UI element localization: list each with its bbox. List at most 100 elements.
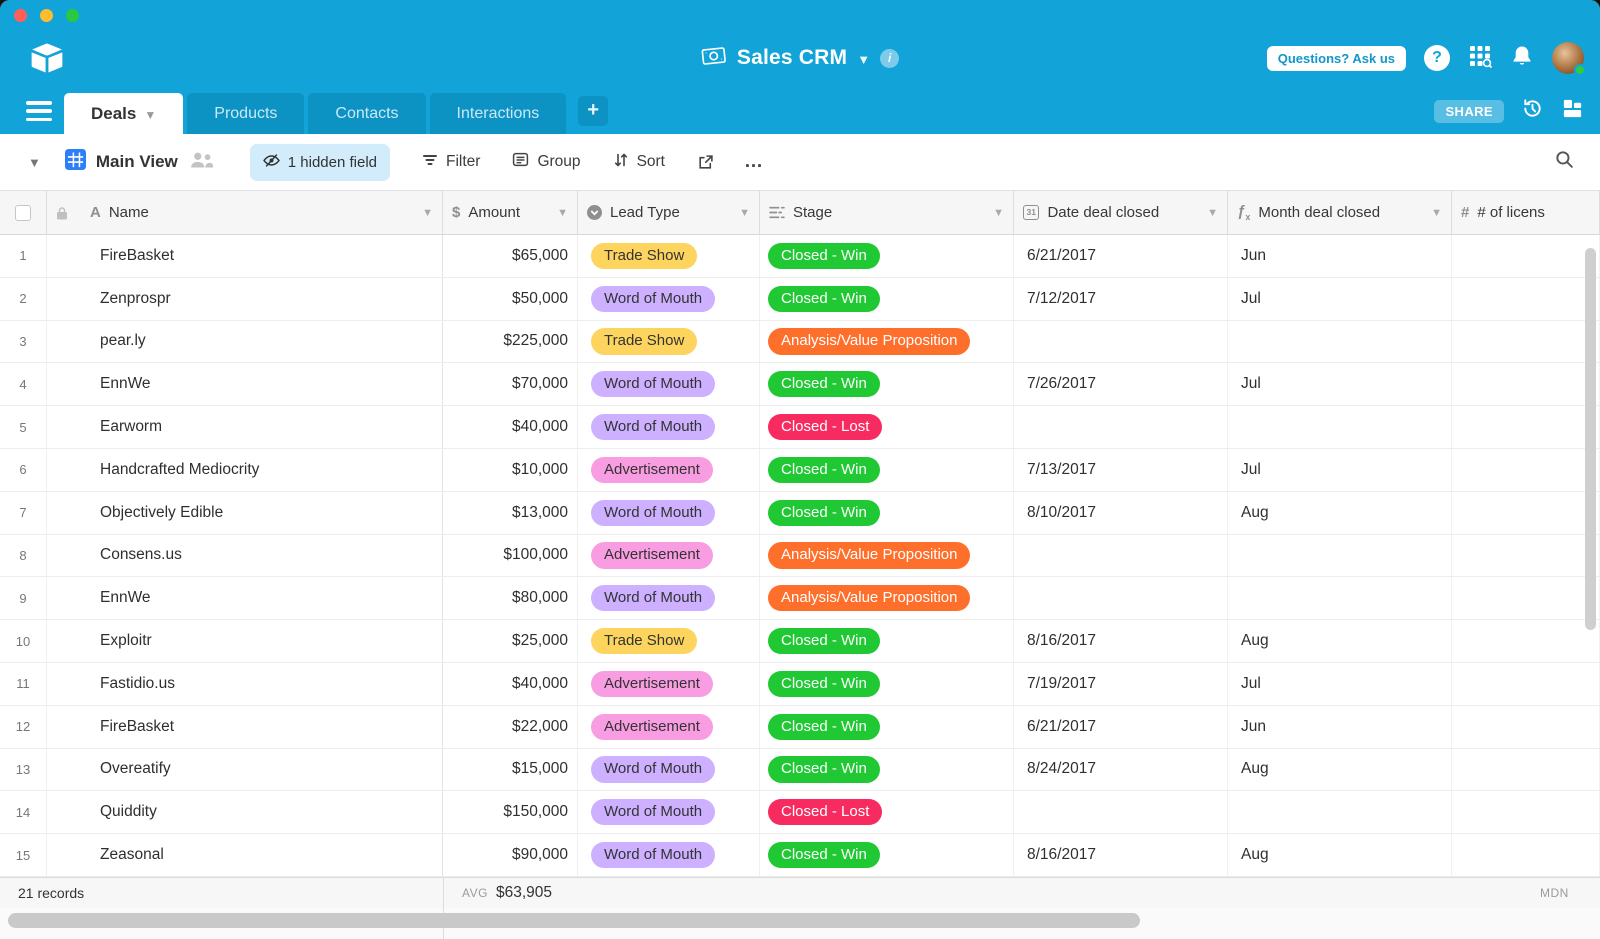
cell-date-deal-closed[interactable]: 6/21/2017 xyxy=(1014,235,1228,277)
cell-lead-type[interactable]: Word of Mouth xyxy=(578,406,760,448)
close-window-button[interactable] xyxy=(14,9,27,22)
cell-stage[interactable]: Closed - Win xyxy=(760,363,1014,406)
cell-name[interactable]: EnnWe xyxy=(47,577,443,620)
tab-interactions[interactable]: Interactions xyxy=(429,93,567,134)
cell-stage[interactable]: Analysis/Value Proposition xyxy=(760,534,1014,577)
cell-licenses[interactable] xyxy=(1452,534,1600,577)
cell-stage[interactable]: Closed - Win xyxy=(760,620,1014,662)
cell-amount[interactable]: $40,000 xyxy=(443,662,578,705)
cell-licenses[interactable] xyxy=(1452,448,1600,491)
column-header-name[interactable]: A Name ▼ xyxy=(47,191,443,234)
cell-date-deal-closed[interactable]: 7/26/2017 xyxy=(1014,363,1228,406)
cell-lead-type[interactable]: Word of Mouth xyxy=(578,363,760,406)
cell-date-deal-closed[interactable] xyxy=(1014,791,1228,834)
cell-stage[interactable]: Closed - Win xyxy=(760,448,1014,491)
view-name[interactable]: Main View xyxy=(95,152,178,171)
more-options-button[interactable]: … xyxy=(744,151,764,172)
info-icon[interactable]: i xyxy=(880,48,900,68)
cell-lead-type[interactable]: Word of Mouth xyxy=(578,791,760,834)
tab-contacts[interactable]: Contacts xyxy=(308,93,426,134)
cell-stage[interactable]: Closed - Lost xyxy=(760,406,1014,448)
amount-summary[interactable]: AVG $63,905 xyxy=(462,878,552,908)
share-button[interactable]: SHARE xyxy=(1434,99,1504,123)
cell-amount[interactable]: $70,000 xyxy=(443,363,578,406)
tab-deals[interactable]: Deals ▼ xyxy=(64,93,184,134)
cell-amount[interactable]: $15,000 xyxy=(443,748,578,791)
cell-licenses[interactable] xyxy=(1452,277,1600,320)
cell-date-deal-closed[interactable]: 6/21/2017 xyxy=(1014,705,1228,748)
chevron-down-icon[interactable]: ▼ xyxy=(739,206,750,219)
cell-licenses[interactable] xyxy=(1452,705,1600,748)
horizontal-scrollbar-thumb[interactable] xyxy=(8,913,1140,928)
cell-stage[interactable]: Closed - Win xyxy=(760,662,1014,705)
cell-date-deal-closed[interactable] xyxy=(1014,406,1228,448)
cell-amount[interactable]: $80,000 xyxy=(443,577,578,620)
cell-stage[interactable]: Analysis/Value Proposition xyxy=(760,320,1014,363)
column-header-lead_type[interactable]: Lead Type ▼ xyxy=(578,191,760,234)
cell-date-deal-closed[interactable]: 7/12/2017 xyxy=(1014,277,1228,320)
cell-stage[interactable]: Closed - Lost xyxy=(760,791,1014,834)
cell-licenses[interactable] xyxy=(1452,491,1600,534)
column-header-month[interactable]: ƒx Month deal closed ▼ xyxy=(1228,191,1452,234)
cell-name[interactable]: Exploitr xyxy=(47,620,443,662)
cell-date-deal-closed[interactable]: 8/24/2017 xyxy=(1014,748,1228,791)
cell-licenses[interactable] xyxy=(1452,363,1600,406)
cell-licenses[interactable] xyxy=(1452,834,1600,876)
view-sidebar-toggle-icon[interactable]: ▼ xyxy=(28,154,41,170)
cell-licenses[interactable] xyxy=(1452,791,1600,834)
cell-month-deal-closed[interactable]: Jul xyxy=(1228,277,1452,320)
sort-button[interactable]: Sort xyxy=(613,152,665,173)
cell-month-deal-closed[interactable]: Aug xyxy=(1228,834,1452,876)
mdn-summary[interactable]: MDN xyxy=(1540,886,1569,900)
cell-amount[interactable]: $40,000 xyxy=(443,406,578,448)
cell-date-deal-closed[interactable] xyxy=(1014,320,1228,363)
chevron-down-icon[interactable]: ▼ xyxy=(993,206,1004,219)
cell-month-deal-closed[interactable] xyxy=(1228,320,1452,363)
cell-lead-type[interactable]: Trade Show xyxy=(578,620,760,662)
cell-date-deal-closed[interactable]: 7/13/2017 xyxy=(1014,448,1228,491)
notifications-bell-icon[interactable] xyxy=(1510,44,1534,73)
cell-lead-type[interactable]: Word of Mouth xyxy=(578,748,760,791)
cell-month-deal-closed[interactable]: Jun xyxy=(1228,705,1452,748)
revision-history-icon[interactable] xyxy=(1521,97,1544,125)
cell-date-deal-closed[interactable] xyxy=(1014,534,1228,577)
cell-month-deal-closed[interactable]: Jun xyxy=(1228,235,1452,277)
cell-month-deal-closed[interactable]: Aug xyxy=(1228,491,1452,534)
cell-amount[interactable]: $90,000 xyxy=(443,834,578,876)
chevron-down-icon[interactable]: ▼ xyxy=(144,107,157,122)
cell-lead-type[interactable]: Word of Mouth xyxy=(578,491,760,534)
cell-month-deal-closed[interactable]: Jul xyxy=(1228,448,1452,491)
cell-month-deal-closed[interactable] xyxy=(1228,406,1452,448)
cell-date-deal-closed[interactable]: 8/16/2017 xyxy=(1014,620,1228,662)
cell-stage[interactable]: Closed - Win xyxy=(760,491,1014,534)
cell-licenses[interactable] xyxy=(1452,406,1600,448)
cell-name[interactable]: Earworm xyxy=(47,406,443,448)
cell-name[interactable]: Quiddity xyxy=(47,791,443,834)
cell-month-deal-closed[interactable] xyxy=(1228,577,1452,620)
cell-month-deal-closed[interactable] xyxy=(1228,791,1452,834)
cell-lead-type[interactable]: Word of Mouth xyxy=(578,577,760,620)
vertical-scrollbar-thumb[interactable] xyxy=(1585,248,1596,630)
share-view-icon[interactable] xyxy=(697,154,714,171)
group-button[interactable]: Group xyxy=(512,151,581,173)
cell-month-deal-closed[interactable]: Aug xyxy=(1228,620,1452,662)
cell-lead-type[interactable]: Advertisement xyxy=(578,534,760,577)
zoom-window-button[interactable] xyxy=(66,9,79,22)
column-header-date[interactable]: 31 Date deal closed ▼ xyxy=(1014,191,1228,234)
cell-name[interactable]: Zeasonal xyxy=(47,834,443,876)
cell-name[interactable]: Objectively Edible xyxy=(47,491,443,534)
cell-amount[interactable]: $65,000 xyxy=(443,235,578,277)
questions-button[interactable]: Questions? Ask us xyxy=(1266,45,1406,71)
filter-button[interactable]: Filter xyxy=(422,152,480,173)
avatar[interactable] xyxy=(1552,42,1586,76)
cell-licenses[interactable] xyxy=(1452,748,1600,791)
cell-stage[interactable]: Closed - Win xyxy=(760,705,1014,748)
column-header-licenses[interactable]: # # of licens xyxy=(1452,191,1600,234)
add-table-button[interactable]: + xyxy=(578,95,609,126)
cell-licenses[interactable] xyxy=(1452,577,1600,620)
cell-date-deal-closed[interactable] xyxy=(1014,577,1228,620)
cell-lead-type[interactable]: Trade Show xyxy=(578,320,760,363)
cell-name[interactable]: FireBasket xyxy=(47,235,443,277)
cell-lead-type[interactable]: Word of Mouth xyxy=(578,277,760,320)
chevron-down-icon[interactable]: ▼ xyxy=(1207,206,1218,219)
